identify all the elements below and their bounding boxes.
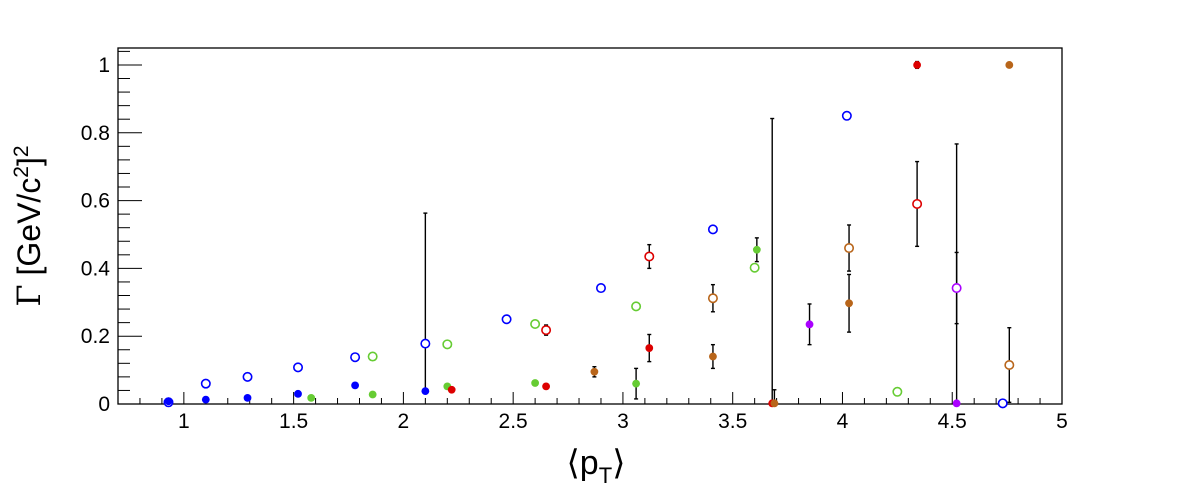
x-tick-label: 3 [617, 410, 629, 433]
open-marker [595, 283, 606, 294]
open-marker [707, 224, 718, 235]
open-marker [892, 386, 903, 397]
x-tick-label: 2 [398, 410, 410, 433]
open-marker [997, 398, 1008, 409]
open-marker [350, 352, 361, 363]
y-tick-label: 1 [98, 54, 110, 77]
open-marker [442, 339, 453, 350]
filled-marker [709, 352, 717, 361]
x-tick-label: 5 [1056, 410, 1068, 433]
filled-marker [542, 382, 550, 391]
open-marker [200, 378, 211, 389]
filled-marker [201, 395, 210, 404]
filled-marker [645, 344, 654, 352]
filled-marker [164, 397, 173, 406]
open-marker [707, 293, 718, 304]
open-marker [749, 262, 760, 273]
filled-marker [770, 399, 779, 408]
open-marker [644, 251, 655, 262]
filled-marker [952, 399, 961, 408]
y-tick-label: 0.8 [81, 122, 110, 145]
y-axis-title: Γ [GeV/c2]2 [10, 145, 48, 306]
open-marker [1004, 360, 1015, 371]
open-marker [501, 314, 512, 325]
filled-marker [294, 389, 302, 398]
x-tick-label: 1 [178, 410, 190, 433]
open-marker [631, 301, 642, 312]
y-tick-label: 0.2 [81, 325, 110, 348]
filled-marker [351, 381, 359, 390]
filled-marker [590, 367, 599, 376]
filled-marker [421, 387, 430, 396]
x-tick-label: 4.5 [938, 410, 967, 433]
filled-marker [1005, 61, 1014, 69]
y-tick-label: 0.6 [81, 190, 110, 213]
open-marker [844, 243, 855, 254]
y-tick-label: 0 [98, 393, 110, 416]
filled-marker [531, 379, 540, 387]
open-marker [367, 351, 378, 362]
y-axis-ticks: 0 0.2 0.4 0.6 0.8 1 [81, 50, 142, 416]
x-axis-title: ⟨pT⟩ [567, 444, 626, 488]
filled-marker [447, 385, 456, 394]
open-marker [242, 371, 253, 382]
open-marker [841, 110, 852, 121]
open-marker [951, 283, 962, 294]
filled-marker [845, 299, 853, 308]
filled-marker [913, 61, 922, 69]
filled-marker [752, 245, 761, 254]
x-tick-label: 3.5 [718, 410, 747, 433]
filled-marker [243, 393, 252, 402]
y-tick-label: 0.4 [81, 257, 111, 280]
filled-marker [307, 393, 316, 402]
filled-marker [368, 390, 377, 399]
x-tick-label: 1.5 [279, 410, 308, 433]
plot-frame [117, 47, 1063, 405]
x-tick-label: 4 [837, 410, 849, 433]
open-marker [293, 362, 304, 373]
data-markers [163, 61, 1015, 409]
x-tick-label: 2.5 [499, 410, 528, 433]
x-axis-ticks: 1 1.5 2 2.5 3 3.5 4 4.5 5 [117, 392, 1068, 433]
open-marker [912, 198, 923, 209]
filled-marker [632, 379, 641, 388]
error-bars [423, 60, 1012, 404]
open-marker [420, 338, 431, 349]
open-marker [541, 325, 552, 336]
open-marker [530, 318, 541, 329]
filled-marker [805, 320, 814, 329]
